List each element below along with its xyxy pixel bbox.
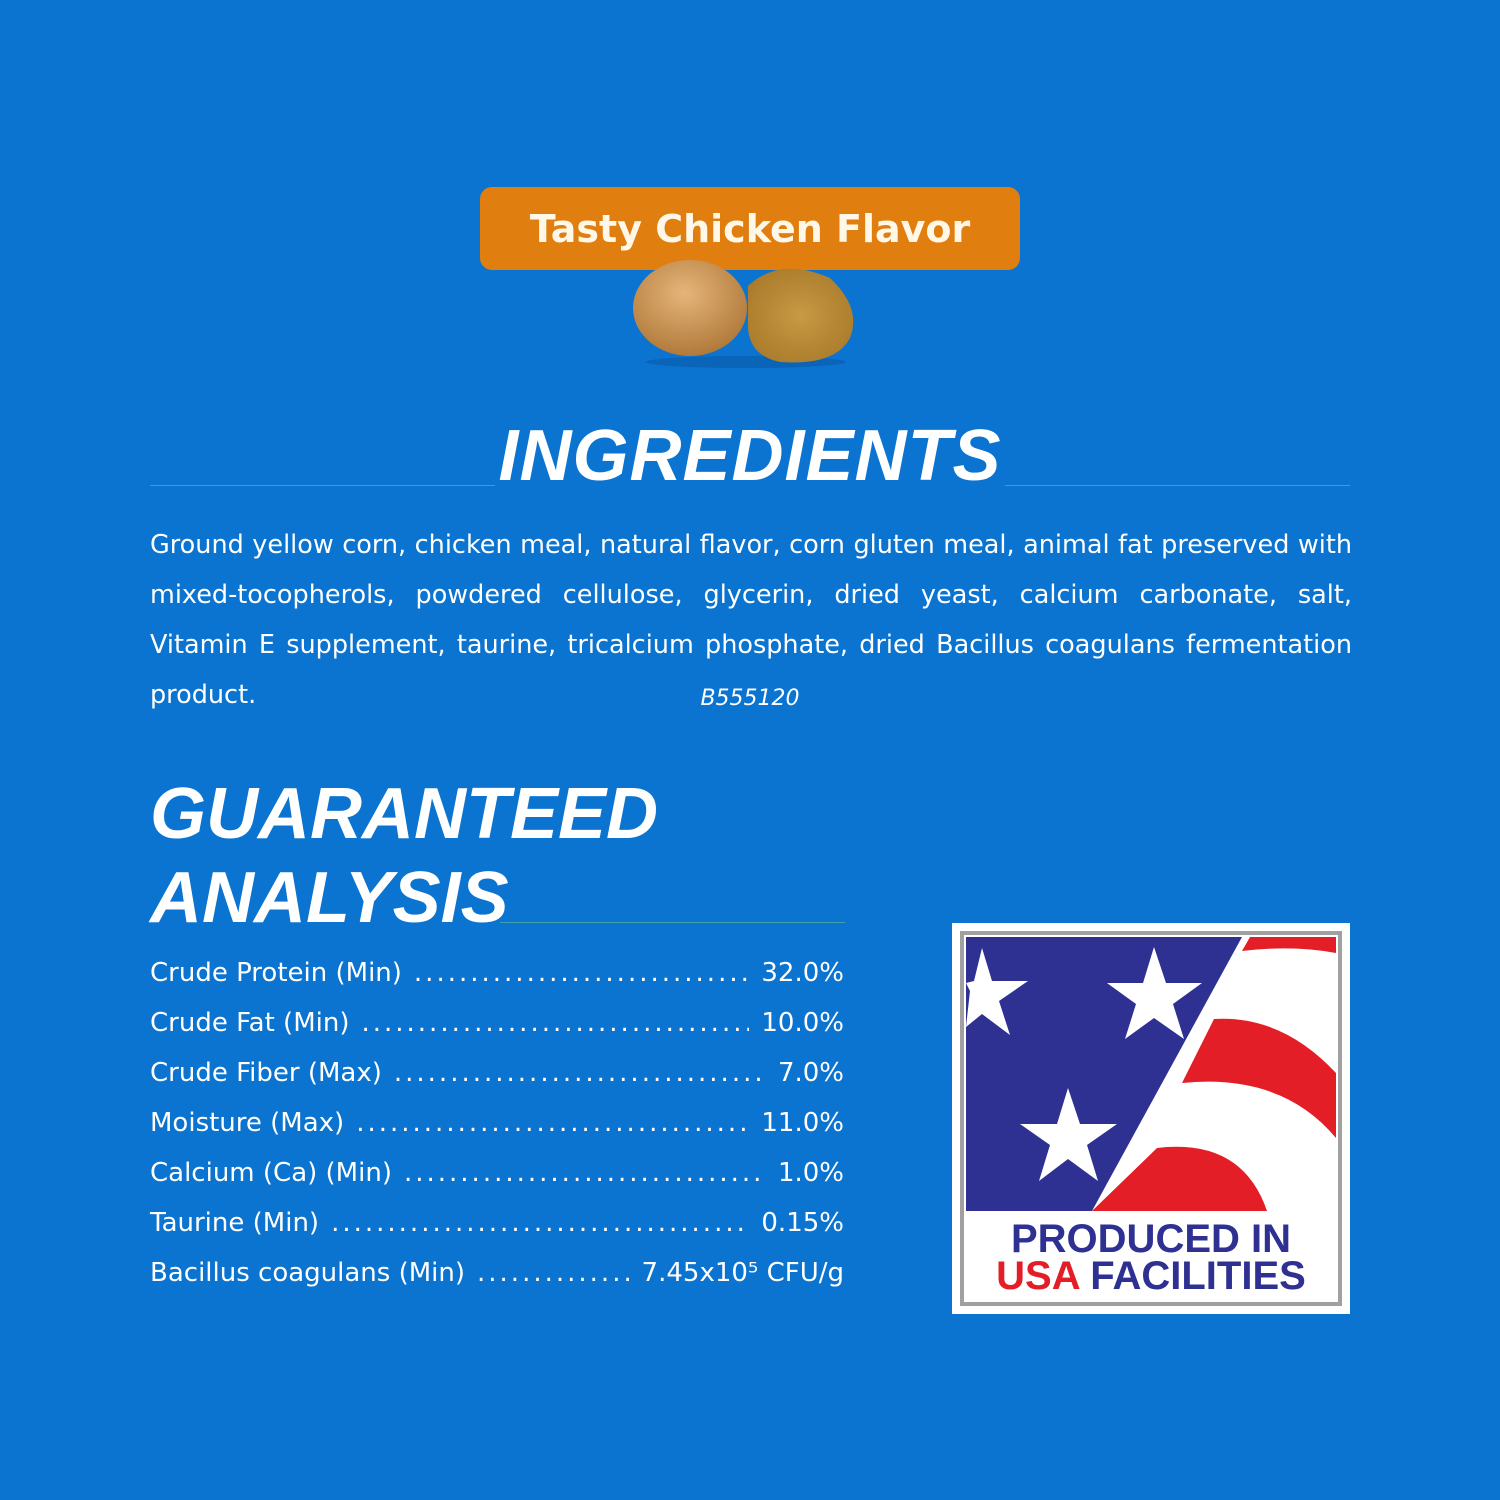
produced-in-usa-badge: PRODUCED IN USA FACILITIES — [952, 923, 1350, 1314]
analysis-row: Taurine (Min) 0.15% — [150, 1208, 844, 1258]
dot-leader — [394, 1058, 766, 1088]
product-code: B555120 — [700, 686, 800, 711]
divider — [150, 485, 495, 486]
row-label: Calcium (Ca) (Min) — [150, 1158, 392, 1188]
row-label: Crude Protein (Min) — [150, 958, 402, 988]
dot-leader — [404, 1158, 766, 1188]
badge-line-2: USA FACILITIES — [996, 1254, 1306, 1298]
dot-leader — [331, 1208, 749, 1238]
dot-leader — [361, 1008, 749, 1038]
badge-usa: USA — [996, 1254, 1080, 1298]
ingredients-heading: INGREDIENTS — [498, 416, 1002, 496]
row-value: 11.0% — [761, 1108, 844, 1138]
badge-facilities: FACILITIES — [1090, 1254, 1306, 1298]
row-label: Taurine (Min) — [150, 1208, 320, 1238]
analysis-row: Calcium (Ca) (Min) 1.0% — [150, 1158, 844, 1208]
row-value: 10.0% — [761, 1008, 844, 1038]
dot-leader — [414, 958, 749, 988]
divider — [1005, 485, 1350, 486]
dot-leader — [477, 1258, 630, 1288]
heading-line-1: GUARANTEED — [150, 774, 659, 854]
star-icon — [1020, 1088, 1117, 1181]
analysis-row: Moisture (Max) 11.0% — [150, 1108, 844, 1158]
row-value: 32.0% — [761, 958, 844, 988]
badge-line-1: PRODUCED IN — [1011, 1217, 1291, 1261]
analysis-row: Bacillus coagulans (Min) 7.45x10⁵ CFU/g — [150, 1258, 844, 1308]
kibble-image — [633, 260, 854, 368]
flavor-banner: Tasty Chicken Flavor — [480, 187, 1020, 270]
row-label: Moisture (Max) — [150, 1108, 345, 1138]
row-label: Bacillus coagulans (Min) — [150, 1258, 466, 1288]
star-icons — [966, 947, 1202, 1181]
analysis-row: Crude Protein (Min) 32.0% — [150, 958, 844, 1008]
dot-leader — [356, 1108, 749, 1138]
divider — [500, 922, 845, 923]
star-icon — [966, 948, 1028, 1035]
row-label: Crude Fiber (Max) — [150, 1058, 382, 1088]
ingredients-text: Ground yellow corn, chicken meal, natura… — [150, 530, 1352, 710]
row-value: 0.15% — [761, 1208, 844, 1238]
star-icon — [1107, 947, 1202, 1039]
row-value: 7.0% — [777, 1058, 844, 1088]
analysis-row: Crude Fiber (Max) 7.0% — [150, 1058, 844, 1108]
row-value: 7.45x10⁵ CFU/g — [641, 1258, 844, 1288]
row-value: 1.0% — [777, 1158, 844, 1188]
row-label: Crude Fat (Min) — [150, 1008, 350, 1038]
analysis-table: Crude Protein (Min) 32.0% Crude Fat (Min)… — [150, 958, 844, 1308]
analysis-row: Crude Fat (Min) 10.0% — [150, 1008, 844, 1058]
guaranteed-analysis-heading: GUARANTEED ANALYSIS — [150, 772, 658, 940]
heading-line-2: ANALYSIS — [150, 858, 509, 938]
